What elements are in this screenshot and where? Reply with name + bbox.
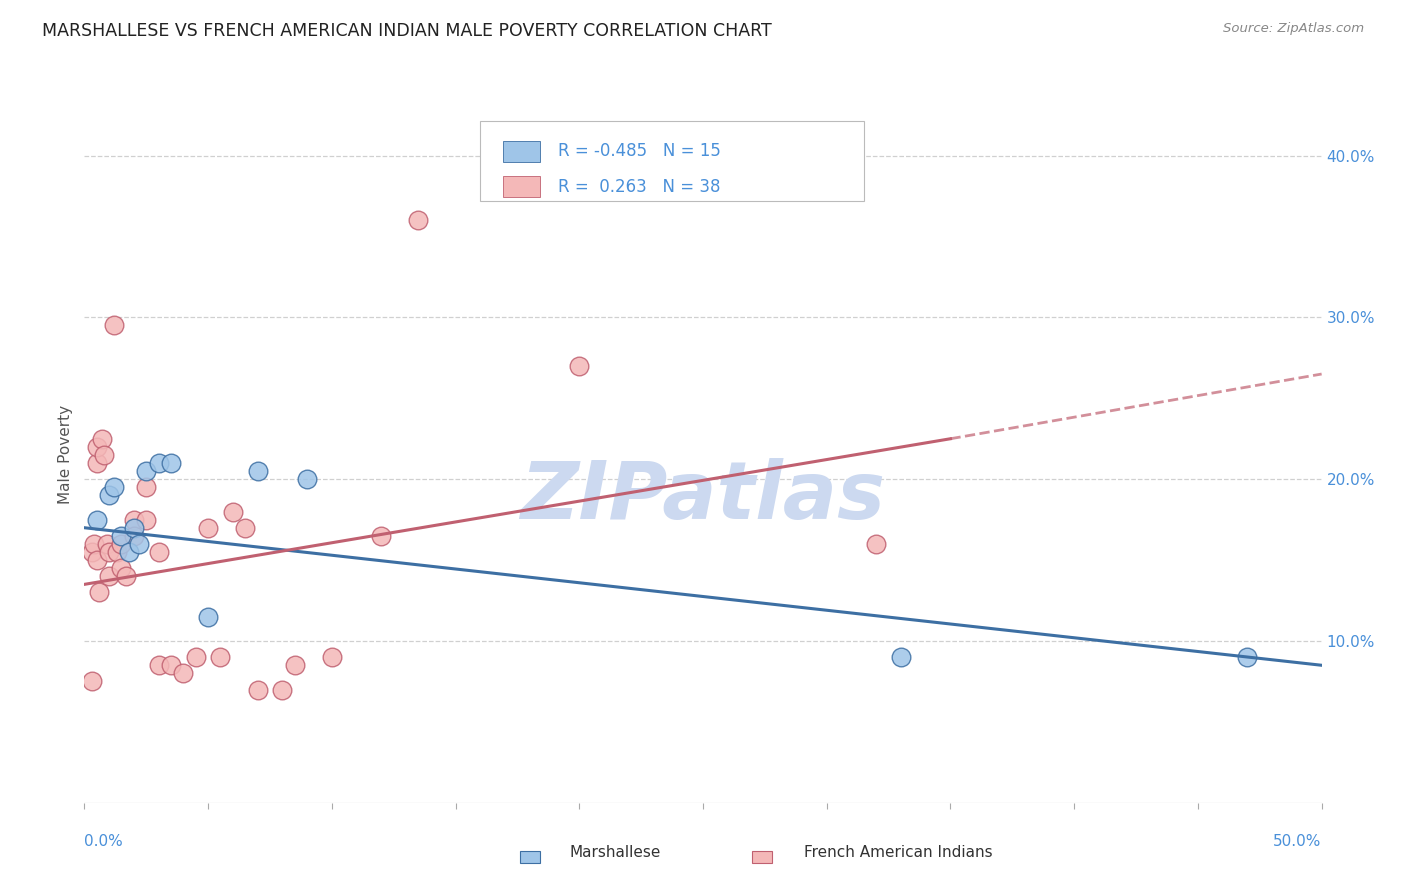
Y-axis label: Male Poverty: Male Poverty [58, 405, 73, 505]
FancyBboxPatch shape [481, 121, 863, 201]
Point [122, 529, 145, 543]
Point [568, 359, 591, 373]
Point [103, 480, 125, 494]
FancyBboxPatch shape [502, 176, 540, 197]
Point [110, 561, 132, 575]
Text: MARSHALLESE VS FRENCH AMERICAN INDIAN MALE POVERTY CORRELATION CHART: MARSHALLESE VS FRENCH AMERICAN INDIAN MA… [42, 22, 772, 40]
Point [103, 318, 125, 333]
Point [90, 432, 112, 446]
Point [135, 513, 157, 527]
Text: Marshallese: Marshallese [569, 846, 661, 860]
Point [122, 513, 145, 527]
Point [118, 545, 141, 559]
Point [96, 537, 118, 551]
Text: 0.0%: 0.0% [84, 834, 124, 849]
Point [295, 472, 318, 486]
FancyBboxPatch shape [502, 141, 540, 161]
Point [370, 529, 392, 543]
Point [89, 585, 111, 599]
Point [148, 545, 170, 559]
Point [122, 521, 145, 535]
Point [110, 537, 132, 551]
Point [98, 488, 121, 502]
Point [135, 464, 157, 478]
Point [86, 553, 108, 567]
Point [83, 537, 105, 551]
Point [197, 609, 219, 624]
Text: R = -0.485   N = 15: R = -0.485 N = 15 [558, 143, 721, 161]
Point [222, 504, 245, 518]
Text: French American Indians: French American Indians [804, 846, 993, 860]
Point [209, 650, 232, 665]
Point [86, 456, 108, 470]
Point [86, 513, 108, 527]
Point [86, 440, 108, 454]
Point [110, 529, 132, 543]
Point [160, 456, 183, 470]
Point [105, 545, 128, 559]
Point [98, 545, 121, 559]
Point [128, 537, 150, 551]
Point [184, 650, 207, 665]
Point [246, 682, 269, 697]
Point [321, 650, 343, 665]
Point [890, 650, 912, 665]
Point [408, 213, 430, 227]
Point [115, 569, 138, 583]
Point [865, 537, 887, 551]
Point [80, 545, 103, 559]
Text: 50.0%: 50.0% [1274, 834, 1322, 849]
Point [246, 464, 269, 478]
Point [148, 456, 170, 470]
Point [233, 521, 256, 535]
Text: R =  0.263   N = 38: R = 0.263 N = 38 [558, 178, 721, 195]
Point [172, 666, 194, 681]
Point [1236, 650, 1258, 665]
Point [197, 521, 219, 535]
Point [93, 448, 115, 462]
Point [284, 658, 307, 673]
Point [160, 658, 183, 673]
Point [135, 480, 157, 494]
Text: ZIPatlas: ZIPatlas [520, 458, 886, 536]
Point [80, 674, 103, 689]
Point [148, 658, 170, 673]
Point [271, 682, 294, 697]
Text: Source: ZipAtlas.com: Source: ZipAtlas.com [1223, 22, 1364, 36]
Point [98, 569, 121, 583]
